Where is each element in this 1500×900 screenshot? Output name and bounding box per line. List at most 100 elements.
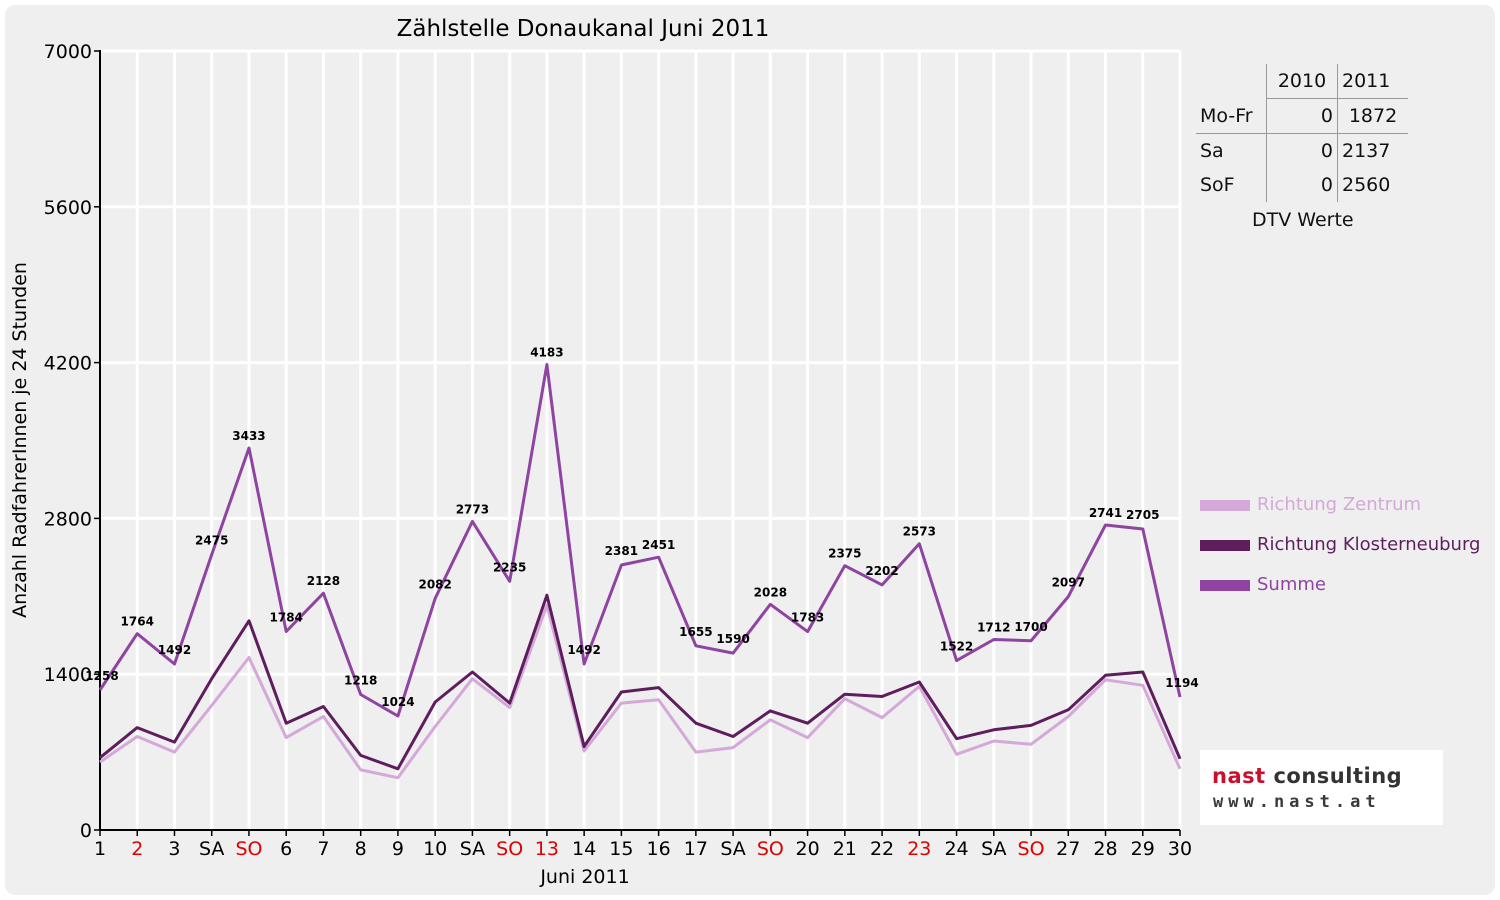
data-label: 2128 [307,574,340,588]
data-label: 2451 [642,538,675,552]
dtv-header-2010: 2010 [1266,64,1338,99]
dtv-header-2011: 2011 [1337,64,1408,99]
legend-swatch-zentrum [1200,500,1250,511]
x-tick-label: 17 [684,838,708,860]
x-tick-label: 29 [1131,838,1155,860]
x-tick-label: SA [981,838,1006,860]
data-label: 1590 [716,632,749,646]
series-line-klosterneuburg [99,593,1182,771]
y-axis: 0 1400 2800 4200 5600 7000 [44,41,101,842]
data-label: 2202 [865,564,898,578]
dtv-value-2010: 0 [1266,168,1338,202]
x-tick-label: 2 [131,838,143,860]
data-label: 1655 [679,625,712,639]
data-label: 1258 [85,669,118,683]
y-tick-label: 4200 [44,353,92,375]
dtv-row-label: Mo-Fr [1196,98,1267,134]
x-tick-label: 21 [833,838,857,860]
legend-label-zentrum: Richtung Zentrum [1257,494,1422,515]
dtv-row-mofr: Mo-Fr 0 1872 [1196,98,1408,134]
data-labels: 1258 1764 1492 2475 3433 1784 2128 1218 1024 2082… [85,345,1198,709]
logo-name-part2: consulting [1265,764,1403,788]
logo-name-part1: nast [1212,764,1266,788]
data-label: 2235 [493,560,526,574]
dtv-row-label: SoF [1200,174,1235,196]
x-tick-label: SO [235,838,262,860]
dtv-value-2011: 2137 [1337,133,1408,168]
legend-swatch-summe [1200,580,1250,591]
legend-swatch-klosterneuburg [1200,540,1250,551]
data-label: 1024 [381,695,414,709]
data-label: 2097 [1052,576,1085,590]
y-tick-label: 0 [80,820,92,842]
data-label: 1784 [270,610,303,624]
data-label: 1700 [1014,620,1047,634]
data-label: 1194 [1165,676,1198,690]
x-axis-label: Juni 2011 [539,866,629,888]
data-label: 3433 [232,429,265,443]
x-tick-label: 6 [280,838,292,860]
nast-consulting-logo: nast consulting www.nast.at [1200,750,1443,825]
x-tick-label: 16 [647,838,671,860]
dtv-row-sof: SoF 0 2560 [1196,168,1408,202]
grid [100,49,1182,830]
x-tick-label: 27 [1056,838,1080,860]
x-tick-label: 9 [392,838,404,860]
data-label: 2705 [1126,508,1159,522]
y-tick-label: 7000 [44,41,92,63]
data-label: 1712 [977,620,1010,634]
dtv-value-2011: 2560 [1337,168,1408,202]
dtv-table: 2010 2011 Mo-Fr 0 1872 Sa 0 2137 SoF 0 2… [1196,64,1408,202]
x-tick-label: 3 [168,838,180,860]
dtv-row-sa: Sa 0 2137 [1196,133,1408,168]
x-tick-label: SA [460,838,485,860]
x-tick-label: 22 [870,838,894,860]
x-tick-label: SA [720,838,745,860]
y-tick-label: 2800 [44,508,92,530]
legend-label-summe: Summe [1257,574,1326,595]
data-label: 2573 [903,525,936,539]
x-tick-label: 23 [907,838,931,860]
x-tick-label: SO [757,838,784,860]
dtv-table-header: 2010 2011 [1196,64,1408,99]
x-tick-label: SO [1018,838,1045,860]
dtv-row-label: Sa [1200,140,1224,162]
data-label: 1522 [940,640,973,654]
x-tick-label: 15 [609,838,633,860]
x-tick-label: 14 [572,838,596,860]
data-label: 2375 [828,547,861,561]
data-label: 1492 [158,643,191,657]
x-tick-label: 30 [1168,838,1192,860]
data-label: 2028 [754,585,787,599]
dtv-value-2010: 0 [1266,133,1338,168]
series-line-zentrum [99,603,1182,780]
logo-name: nast consulting [1212,764,1402,788]
x-tick-label: 28 [1093,838,1117,860]
dtv-value-2011: 1872 [1337,98,1408,134]
y-axis-label: Anzahl RadfahrerInnen je 24 Stunden [9,262,31,618]
dtv-value-2010: 0 [1266,98,1338,134]
x-tick-label: SO [496,838,523,860]
dtv-header-empty [1196,64,1267,99]
data-label: 4183 [530,345,563,359]
y-tick-label: 1400 [44,664,92,686]
x-tick-label: 24 [944,838,968,860]
data-label: 1764 [121,615,154,629]
legend-label-klosterneuburg: Richtung Klosterneuburg [1257,534,1481,555]
data-label: 2475 [195,534,228,548]
x-axis: 1 2 3 SA SO 6 7 8 9 10 SA SO 13 14 15 16 17 SA SO 20 21 22 23 2… [94,829,1192,860]
data-label: 2773 [456,502,489,516]
logo-url: www.nast.at [1213,792,1381,812]
series-lines [98,363,1182,780]
x-tick-label: 7 [317,838,329,860]
data-label: 1783 [791,611,824,625]
chart-title: Zählstelle Donaukanal Juni 2011 [397,16,770,42]
data-label: 2381 [605,544,638,558]
y-tick-label: 5600 [44,197,92,219]
x-tick-label: 10 [423,838,447,860]
x-tick-label: SA [199,838,224,860]
x-tick-label: 8 [355,838,367,860]
data-label: 2741 [1089,506,1122,520]
chart-panel [5,5,1495,895]
